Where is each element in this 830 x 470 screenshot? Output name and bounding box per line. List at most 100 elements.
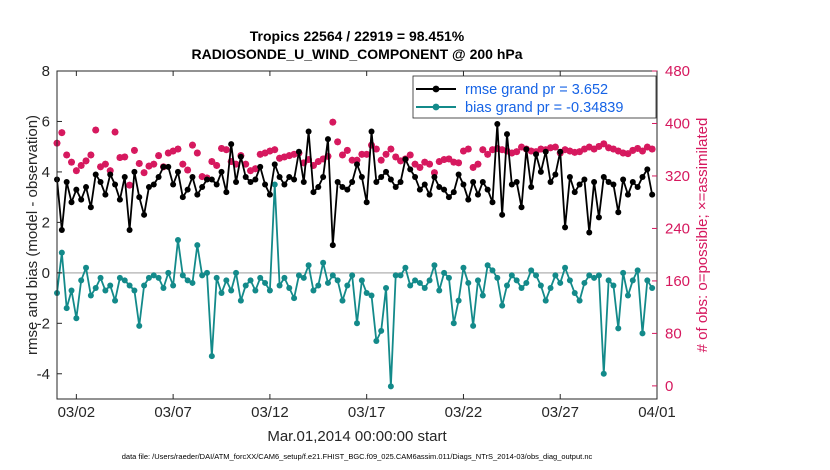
obs-assimilated-point — [82, 157, 90, 165]
bias-point — [233, 269, 240, 276]
rmse-point — [208, 176, 215, 183]
rmse-point — [102, 191, 109, 198]
bias-point — [605, 277, 612, 284]
rmse-point — [479, 179, 486, 186]
rmse-point — [242, 173, 249, 180]
rmse-point — [649, 191, 656, 198]
rmse-point — [228, 141, 235, 148]
rmse-point — [455, 171, 462, 178]
rmse-point — [450, 189, 457, 196]
bias-point — [194, 242, 201, 249]
plot-background — [57, 71, 657, 399]
bias-point — [358, 277, 365, 284]
y-tick-label: 8 — [42, 63, 50, 80]
rmse-point — [426, 191, 433, 198]
rmse-point — [387, 176, 394, 183]
rmse-point — [329, 242, 336, 249]
rmse-point — [571, 189, 578, 196]
y2-tick-label: 80 — [665, 325, 682, 342]
bias-point — [576, 297, 583, 304]
bias-point — [581, 279, 588, 286]
bias-point — [165, 269, 172, 276]
legend-bias-marker — [432, 103, 440, 111]
bias-point — [378, 327, 385, 334]
bias-point — [112, 297, 119, 304]
y-axis-right: 0 80 160 240 320 400 480 — [652, 63, 690, 395]
bias-point — [460, 264, 467, 271]
bias-point — [629, 277, 636, 284]
rmse-point — [92, 171, 99, 178]
bias-point — [68, 287, 75, 294]
y-tick-label: -2 — [37, 315, 50, 332]
bias-point — [324, 279, 331, 286]
bias-point — [291, 295, 298, 302]
obs-assimilated-point — [484, 150, 492, 158]
obs-assimilated-point — [474, 160, 482, 168]
obs-assimilated-point — [189, 141, 196, 149]
rmse-point — [87, 204, 94, 211]
rmse-point — [349, 179, 356, 186]
obs-assimilated-point — [426, 160, 433, 168]
obs-assimilated-point — [72, 167, 80, 175]
obs-assimilated-point — [416, 164, 424, 171]
x-tick-label: 03/02 — [58, 404, 96, 421]
rmse-point — [639, 173, 646, 180]
obs-assimilated-point — [150, 160, 158, 168]
legend-box — [412, 75, 657, 119]
bias-point — [208, 353, 215, 360]
bias-point — [310, 287, 317, 294]
bias-point — [155, 274, 162, 281]
bias-point — [145, 274, 152, 281]
rmse-point — [407, 166, 414, 173]
bias-point — [649, 284, 656, 291]
bias-point — [571, 290, 578, 297]
bias-point — [315, 282, 322, 289]
bias-point — [223, 277, 230, 284]
rmse-point — [271, 161, 278, 168]
rmse-point — [378, 173, 385, 180]
bias-point — [445, 274, 452, 281]
bias-point — [591, 274, 598, 281]
bias-point — [644, 277, 651, 284]
rmse-point — [397, 179, 404, 186]
obs-series — [53, 118, 656, 189]
bias-point — [83, 264, 90, 271]
bias-point — [552, 272, 559, 279]
rmse-point — [421, 181, 428, 188]
rmse-point — [78, 196, 85, 203]
y-tick-label: 0 — [42, 265, 50, 282]
obs-assimilated-point — [513, 148, 521, 156]
obs-assimilated-point — [363, 150, 371, 158]
bias-point — [160, 284, 167, 291]
bias-point — [479, 292, 486, 299]
rmse-point — [145, 184, 152, 191]
bias-point — [523, 279, 530, 286]
bias-point — [329, 272, 336, 279]
rmse-point — [489, 199, 496, 206]
rmse-point — [465, 196, 472, 203]
bias-point — [300, 274, 307, 281]
bias-point — [504, 282, 510, 289]
obs-assimilated-point — [68, 158, 75, 166]
bias-point — [392, 272, 399, 279]
bias-point — [542, 297, 549, 304]
obs-assimilated-point — [445, 155, 453, 163]
rmse-point — [552, 171, 559, 178]
rmse-line — [56, 123, 654, 246]
obs-assimilated-point — [126, 181, 133, 189]
rmse-point — [634, 184, 641, 191]
rmse-point — [494, 120, 501, 127]
rmse-point — [131, 168, 138, 175]
obs-assimilated-point — [213, 162, 221, 169]
rmse-point — [189, 173, 196, 180]
bias-point — [450, 320, 457, 327]
rmse-point — [83, 184, 90, 191]
rmse-point — [276, 173, 283, 180]
obs-assimilated-point — [590, 145, 598, 153]
obs-assimilated-point — [271, 146, 279, 154]
rmse-point — [416, 186, 423, 193]
obs-assimilated-point — [406, 151, 414, 159]
y2-tick-label: 160 — [665, 273, 690, 290]
bias-point — [499, 302, 506, 309]
rmse-point — [383, 168, 390, 175]
